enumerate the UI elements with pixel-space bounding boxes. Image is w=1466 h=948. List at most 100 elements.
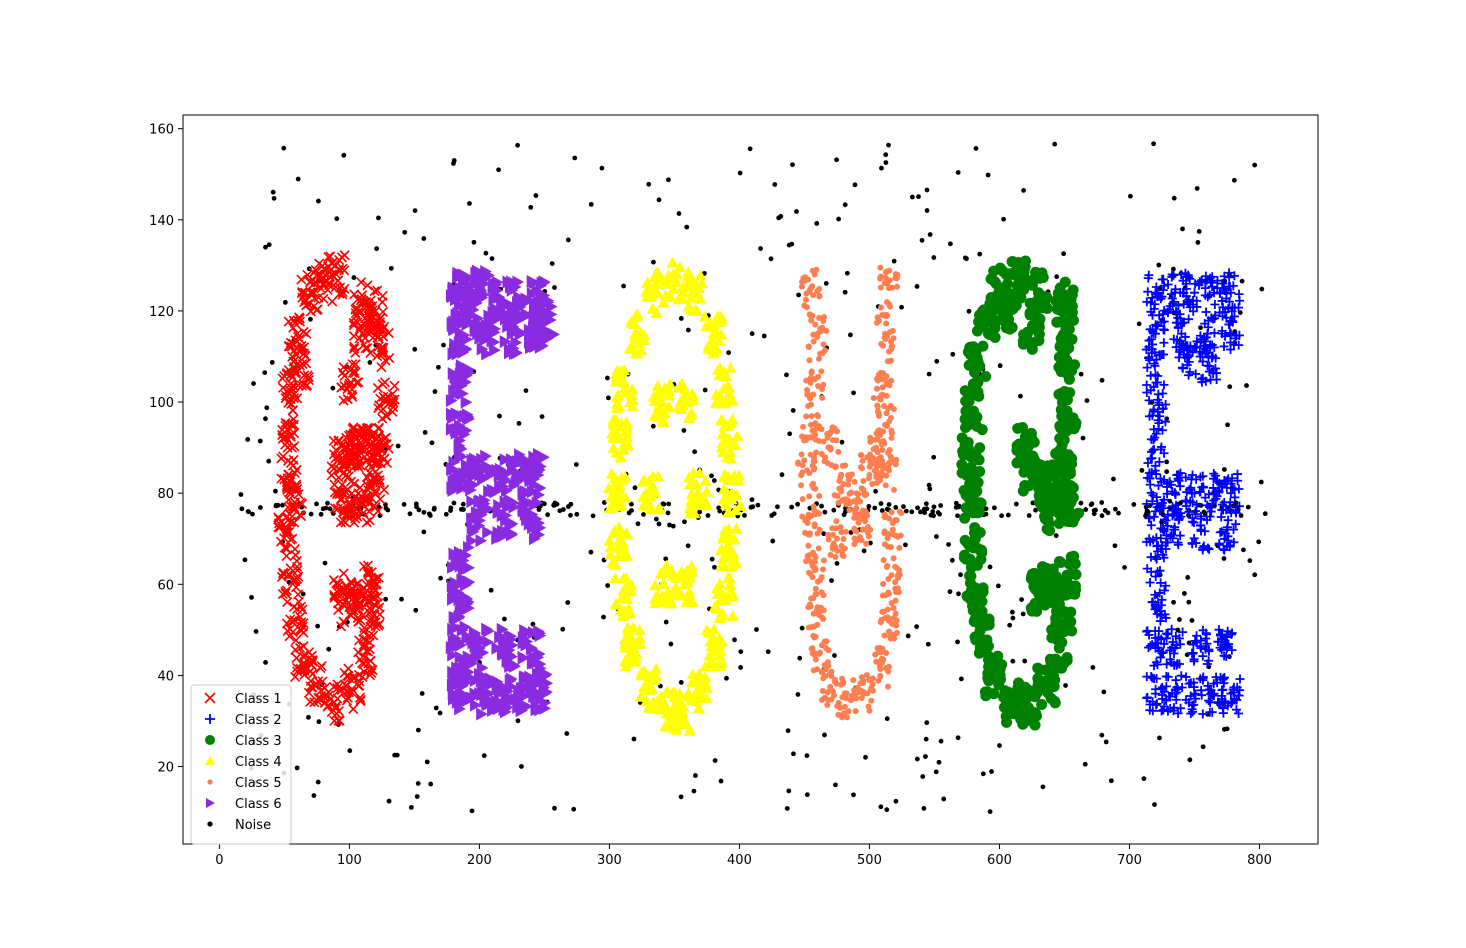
data-point: [358, 642, 369, 653]
noise-point: [718, 778, 724, 784]
noise-point: [1231, 177, 1237, 183]
data-point: [819, 349, 826, 356]
noise-point: [253, 629, 259, 634]
noise-point: [1175, 627, 1181, 633]
data-point: [339, 506, 350, 517]
data-point: [883, 472, 890, 479]
noise-point: [383, 505, 389, 511]
data-point: [351, 509, 362, 520]
data-point: [296, 665, 307, 676]
data-point: [654, 692, 667, 703]
data-point: [377, 379, 388, 390]
noise-point: [573, 462, 579, 467]
data-point: [695, 499, 708, 510]
data-point: [352, 460, 364, 471]
data-point: [855, 519, 862, 526]
data-point: [1224, 272, 1234, 282]
data-point: [702, 626, 715, 638]
noise-point: [451, 500, 457, 506]
data-point: [835, 448, 842, 455]
data-point: [525, 678, 537, 692]
noise-point: [1259, 286, 1265, 292]
data-point: [722, 505, 735, 517]
data-point: [1144, 395, 1154, 405]
data-point: [526, 466, 539, 480]
data-point: [482, 624, 495, 638]
noise-point: [666, 177, 671, 183]
data-point: [642, 684, 655, 695]
data-point: [651, 411, 664, 422]
data-point: [292, 561, 303, 572]
data-point: [1163, 280, 1173, 290]
data-point: [655, 593, 668, 605]
data-point: [1173, 313, 1183, 323]
data-point: [609, 526, 622, 538]
data-point: [1054, 362, 1066, 374]
data-point: [892, 274, 899, 281]
noise-point: [1194, 186, 1200, 191]
data-point: [621, 621, 634, 633]
data-point: [1205, 290, 1215, 300]
data-point: [378, 454, 389, 465]
data-point: [884, 333, 891, 340]
noise-point: [601, 500, 607, 505]
data-point: [836, 485, 843, 492]
data-point: [892, 461, 899, 468]
noise-point: [924, 506, 930, 512]
data-point: [510, 346, 523, 360]
noise-point: [523, 388, 529, 394]
noise-point: [1171, 195, 1177, 201]
data-point: [355, 482, 366, 493]
data-point: [816, 612, 823, 619]
data-point: [457, 553, 470, 567]
data-point: [477, 472, 489, 486]
data-point: [1187, 538, 1197, 548]
noise-point: [552, 805, 557, 811]
data-point: [806, 493, 813, 500]
data-point: [1221, 294, 1231, 304]
data-point: [1181, 501, 1191, 511]
data-point: [1180, 332, 1190, 342]
data-point: [448, 322, 460, 336]
data-point: [1149, 512, 1159, 522]
data-point: [802, 296, 809, 303]
data-point: [682, 300, 695, 312]
data-point: [1036, 698, 1048, 710]
data-point: [362, 567, 374, 578]
data-point: [847, 697, 854, 704]
data-point: [1189, 518, 1199, 528]
data-point: [358, 626, 369, 637]
data-point: [1190, 509, 1200, 519]
data-point: [668, 691, 681, 703]
noise-point: [626, 510, 632, 516]
data-point: [447, 347, 460, 361]
data-point: [534, 703, 546, 717]
data-point: [831, 492, 838, 499]
data-point: [1047, 675, 1059, 687]
data-point: [1201, 336, 1211, 346]
data-point: [1064, 468, 1076, 480]
noise-point: [660, 501, 666, 507]
data-point: [609, 428, 622, 440]
noise-point: [755, 502, 761, 508]
data-point: [287, 405, 298, 416]
noise-point: [821, 531, 827, 537]
noise-point: [914, 756, 920, 762]
noise-point: [924, 720, 930, 726]
data-point: [733, 469, 746, 481]
noise-point: [1053, 533, 1059, 539]
data-point: [802, 517, 809, 524]
noise-point: [884, 807, 890, 813]
noise-point: [702, 387, 708, 393]
data-point: [304, 647, 315, 658]
data-point: [526, 485, 539, 499]
data-point: [309, 293, 320, 304]
data-point: [1157, 595, 1167, 605]
data-point: [380, 432, 392, 443]
data-point: [863, 672, 870, 679]
data-point: [1048, 657, 1060, 669]
data-point: [1205, 697, 1215, 707]
noise-point: [749, 331, 755, 336]
noise-point: [691, 788, 697, 794]
data-point: [1153, 567, 1163, 577]
